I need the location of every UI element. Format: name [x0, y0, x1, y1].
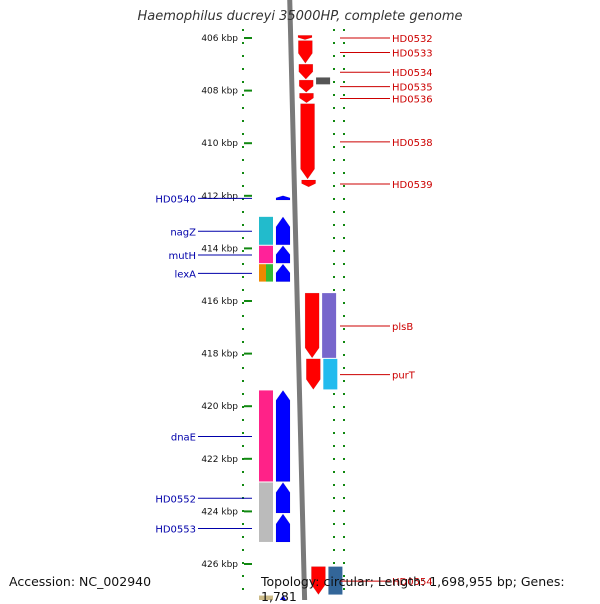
- axis-tick-label: 420 kbp: [201, 402, 238, 412]
- reverse-gene-label[interactable]: nagZ: [170, 227, 196, 238]
- axis-tick-label: 408 kbp: [201, 87, 238, 97]
- cog-bar-reverse: [259, 390, 273, 482]
- genome-backbone: [287, 0, 308, 600]
- cog-bar-forward: [322, 293, 337, 358]
- axis-tick-label: 426 kbp: [201, 560, 238, 570]
- cog-color-bars: [259, 77, 343, 600]
- forward-gene-label[interactable]: HD0533: [392, 48, 433, 59]
- forward-gene-label[interactable]: purT: [392, 371, 416, 382]
- reverse-gene-arrow: [275, 216, 291, 246]
- cog-bar-reverse: [266, 264, 273, 282]
- reverse-gene-label[interactable]: HD0553: [155, 524, 196, 535]
- axis-tick-label: 424 kbp: [201, 507, 238, 517]
- cog-bar-forward: [323, 358, 338, 390]
- reverse-gene-label[interactable]: HD0540: [155, 194, 196, 205]
- reverse-gene-label[interactable]: dnaE: [171, 432, 196, 443]
- axis-tick-label: 422 kbp: [201, 455, 238, 465]
- forward-gene-arrow: [297, 35, 313, 40]
- reverse-gene-arrow: [279, 595, 287, 600]
- cog-bar-reverse: [259, 245, 273, 264]
- cog-bar-reverse: [259, 216, 273, 245]
- dotted-guides: [242, 29, 345, 590]
- backbone-line: [287, 0, 308, 600]
- forward-gene-arrow: [304, 292, 320, 359]
- forward-gene-label[interactable]: HD0532: [392, 34, 433, 45]
- reverse-gene-arrow: [275, 245, 291, 264]
- forward-gene-arrow: [301, 179, 316, 188]
- axis-tick-label: 414 kbp: [201, 244, 238, 254]
- forward-gene-label[interactable]: HD0535: [392, 83, 433, 94]
- map-title: Haemophilus ducreyi 35000HP, complete ge…: [137, 9, 463, 24]
- axis-tick-label: 406 kbp: [201, 34, 238, 44]
- reverse-gene-arrow: [275, 263, 291, 282]
- axis-tick-label: 416 kbp: [201, 297, 238, 307]
- reverse-gene-arrow: [275, 389, 291, 482]
- forward-gene-label[interactable]: HD0538: [392, 138, 433, 149]
- forward-gene-arrow: [300, 103, 315, 180]
- cog-bar-reverse: [259, 482, 273, 542]
- forward-gene-arrow: [306, 358, 321, 390]
- axis-ticks: 406 kbp 408 kbp 410 kbp 412 kbp 414 kbp 416 k…: [201, 34, 252, 570]
- cog-bar-forward: [328, 566, 343, 595]
- forward-gene-arrow: [299, 92, 314, 104]
- axis-tick-label: 418 kbp: [201, 350, 238, 360]
- forward-gene-arrow: [298, 40, 313, 64]
- cog-bar-reverse: [259, 595, 273, 600]
- reverse-gene-label[interactable]: lexA: [174, 269, 196, 280]
- forward-gene-label[interactable]: HD0554: [392, 577, 433, 588]
- forward-gene-label[interactable]: HD0539: [392, 180, 433, 191]
- forward-gene-label[interactable]: plsB: [392, 322, 413, 333]
- reverse-gene-label[interactable]: mutH: [168, 251, 196, 262]
- axis-tick-label: 412 kbp: [201, 192, 238, 202]
- cog-bar-forward: [316, 77, 331, 85]
- forward-gene-label[interactable]: HD0536: [392, 94, 433, 105]
- forward-gene-arrow: [298, 79, 314, 93]
- cog-bar-reverse: [259, 264, 266, 282]
- reverse-gene-arrow: [275, 482, 291, 514]
- axis-tick-label: 410 kbp: [201, 139, 238, 149]
- reverse-gene-arrow: [275, 513, 291, 543]
- accession-text: Accession: NC_002940: [9, 574, 152, 589]
- reverse-gene-arrow: [275, 195, 291, 201]
- forward-gene-arrow: [311, 566, 326, 595]
- forward-gene-label[interactable]: HD0534: [392, 68, 433, 79]
- reverse-gene-label[interactable]: HD0552: [155, 494, 196, 505]
- forward-gene-arrow: [298, 64, 314, 80]
- gene-arrows: [275, 35, 326, 600]
